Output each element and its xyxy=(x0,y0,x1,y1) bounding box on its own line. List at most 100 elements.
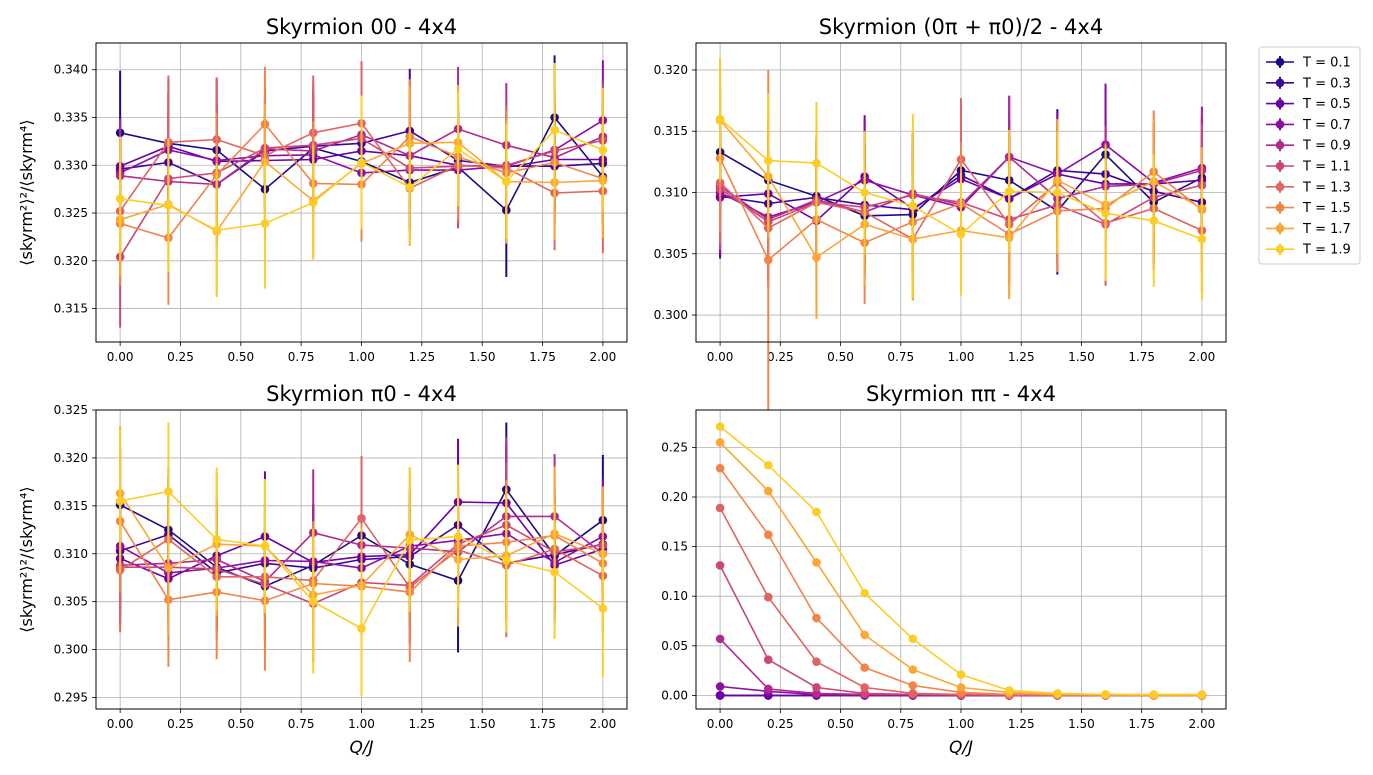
x-tick-label: 1.75 xyxy=(1128,350,1155,364)
legend-marker xyxy=(1275,140,1285,150)
axes-frame xyxy=(695,42,1227,343)
y-axis-label: ⟨skyrm²⟩²/⟨skyrm⁴⟩ xyxy=(17,119,36,265)
data-point xyxy=(598,145,608,155)
legend-label: T = 1.7 xyxy=(1302,222,1351,237)
data-point xyxy=(260,541,270,551)
x-tick-label: 0.25 xyxy=(767,717,794,731)
y-tick-label: 0.15 xyxy=(661,540,688,554)
y-axis-label: ⟨skyrm²⟩²/⟨skyrm⁴⟩ xyxy=(17,486,36,632)
x-tick-label: 2.00 xyxy=(1189,717,1216,731)
data-point xyxy=(550,567,559,577)
data-point xyxy=(763,255,773,265)
legend-marker xyxy=(1275,182,1285,192)
data-point xyxy=(860,663,869,672)
x-tick-label: 1.25 xyxy=(408,350,435,364)
y-tick-label: 0.330 xyxy=(54,158,88,172)
legend-label: T = 0.7 xyxy=(1302,118,1351,133)
legend-marker xyxy=(1275,224,1285,233)
legend-marker xyxy=(1275,78,1285,88)
x-tick-label: 2.00 xyxy=(590,350,617,364)
x-tick-label: 1.50 xyxy=(1068,717,1095,731)
chart-title: Skyrmion 00 - 4x4 xyxy=(266,15,457,39)
data-point xyxy=(1197,690,1207,699)
data-point xyxy=(763,156,773,165)
data-point xyxy=(1053,188,1062,197)
data-point xyxy=(1149,690,1159,699)
series-t-1-9 xyxy=(715,57,1207,301)
chart-title: Skyrmion π0 - 4x4 xyxy=(266,382,457,406)
data-point xyxy=(212,225,221,235)
data-point xyxy=(715,682,725,691)
legend-item: T = 0.3 xyxy=(1266,76,1351,91)
legend-item: T = 1.9 xyxy=(1266,243,1351,258)
x-tick-label: 0.50 xyxy=(827,717,854,731)
data-point xyxy=(164,563,173,573)
x-tick-label: 1.75 xyxy=(529,717,556,731)
x-tick-label: 0.75 xyxy=(288,717,315,731)
data-point xyxy=(860,188,869,197)
data-point xyxy=(763,655,773,664)
data-point xyxy=(908,681,918,690)
data-point xyxy=(715,463,725,473)
data-point xyxy=(812,613,821,623)
legend-label: T = 0.5 xyxy=(1302,97,1351,112)
y-tick-label: 0.20 xyxy=(661,490,688,504)
data-point xyxy=(1053,689,1062,698)
data-point xyxy=(715,691,725,700)
legend-item: T = 0.1 xyxy=(1266,56,1351,71)
x-tick-label: 0.25 xyxy=(167,350,194,364)
y-tick-label: 0.25 xyxy=(661,440,688,454)
y-tick-label: 0.320 xyxy=(54,254,88,268)
x-tick-label: 1.50 xyxy=(1068,350,1095,364)
legend-label: T = 1.5 xyxy=(1302,201,1351,216)
x-tick-label: 0.00 xyxy=(107,717,134,731)
data-point xyxy=(860,689,869,698)
legend-label: T = 1.3 xyxy=(1302,180,1351,195)
x-tick-label: 1.00 xyxy=(348,350,375,364)
data-point xyxy=(860,588,869,598)
legend-marker xyxy=(1275,203,1285,212)
data-point xyxy=(763,684,773,694)
axes-frame xyxy=(95,42,628,343)
data-point xyxy=(502,177,511,186)
y-tick-label: 0.10 xyxy=(661,589,688,603)
x-tick-label: 0.50 xyxy=(227,350,254,364)
legend-marker xyxy=(1275,57,1285,67)
legend-label: T = 1.9 xyxy=(1302,243,1351,258)
data-point xyxy=(908,634,918,644)
legend-item: T = 0.7 xyxy=(1266,118,1351,133)
x-tick-label: 0.00 xyxy=(707,717,734,731)
data-point xyxy=(357,513,366,523)
y-tick-label: 0.315 xyxy=(54,302,88,316)
data-point xyxy=(812,253,821,262)
y-tick-label: 0.300 xyxy=(54,643,88,657)
x-tick-label: 0.75 xyxy=(288,350,315,364)
data-point xyxy=(308,198,318,207)
legend-item: T = 0.9 xyxy=(1266,139,1351,154)
legend-item: T = 1.5 xyxy=(1266,201,1351,216)
chart-panel-3: 0.00 0.25 0.50 0.75 1.00 1.25 1.50 1.75 2.00 0.29… xyxy=(17,382,628,758)
y-tick-label: 0.295 xyxy=(54,691,88,705)
x-tick-label: 1.50 xyxy=(469,350,496,364)
y-tick-label: 0.315 xyxy=(54,499,88,513)
data-point xyxy=(715,422,725,431)
x-tick-label: 0.00 xyxy=(107,350,134,364)
y-tick-label: 0.320 xyxy=(54,451,88,465)
x-tick-label: 1.25 xyxy=(1008,350,1035,364)
x-tick-label: 1.25 xyxy=(1008,717,1035,731)
x-tick-label: 0.50 xyxy=(227,717,254,731)
legend-item: T = 0.5 xyxy=(1266,97,1351,112)
data-point xyxy=(715,438,725,447)
data-point xyxy=(164,201,173,210)
x-tick-label: 0.25 xyxy=(167,717,194,731)
x-tick-label: 1.00 xyxy=(948,717,975,731)
x-tick-label: 0.25 xyxy=(767,350,794,364)
y-tick-label: 0.340 xyxy=(54,63,88,77)
y-tick-label: 0.305 xyxy=(54,595,88,609)
y-tick-label: 0.310 xyxy=(54,547,88,561)
data-point xyxy=(1197,234,1207,244)
data-point xyxy=(453,144,463,154)
data-point xyxy=(860,683,869,692)
data-point xyxy=(715,634,725,644)
